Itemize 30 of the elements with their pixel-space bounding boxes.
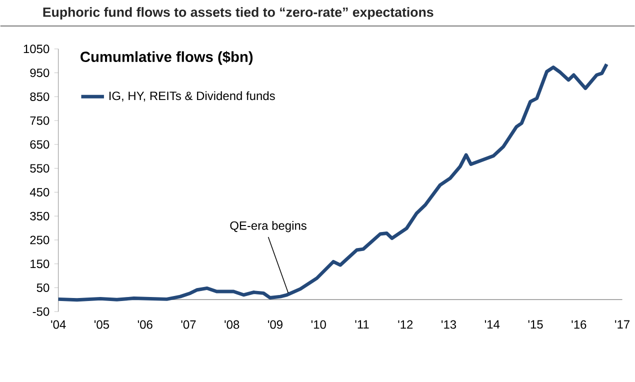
y-tick-label: 1050 bbox=[24, 44, 50, 54]
chart-subtitle: Cumumlative flows ($bn) bbox=[80, 51, 253, 66]
x-tick-label: '05 bbox=[94, 320, 110, 330]
y-tick-label: 350 bbox=[30, 212, 50, 221]
y-tick-label: -50 bbox=[32, 308, 50, 316]
x-tick-label: '13 bbox=[442, 320, 456, 330]
x-tick-label: '11 bbox=[355, 320, 369, 329]
x-tick-label: '04 bbox=[51, 320, 66, 330]
x-tick-label: '06 bbox=[138, 320, 152, 330]
legend-label: IG, HY, REITs & Dividend funds bbox=[109, 92, 275, 102]
y-tick-label: 150 bbox=[30, 260, 50, 268]
y-tick-label: 450 bbox=[30, 188, 50, 197]
x-tick-label: '10 bbox=[311, 320, 326, 330]
y-tick-label: 250 bbox=[30, 236, 50, 244]
x-tick-label: '08 bbox=[224, 320, 240, 330]
y-tick-label: 750 bbox=[30, 116, 50, 126]
x-tick-label: '12 bbox=[398, 320, 413, 329]
y-tick-label: 550 bbox=[30, 164, 50, 173]
x-tick-label: '07 bbox=[181, 320, 196, 330]
y-tick-label: 850 bbox=[30, 92, 50, 102]
x-tick-label: '14 bbox=[484, 320, 500, 329]
x-tick-label: '15 bbox=[528, 320, 543, 329]
chart-title: Euphoric fund flows to assets tied to “zero-rate” expectations bbox=[43, 7, 434, 20]
annotation: QE-era begins bbox=[230, 221, 306, 232]
y-tick-label: 50 bbox=[36, 284, 50, 292]
x-tick-label: '09 bbox=[268, 320, 282, 330]
y-tick-label: 650 bbox=[30, 140, 50, 149]
y-tick-label: 950 bbox=[30, 68, 50, 78]
x-tick-label: '16 bbox=[572, 320, 586, 330]
x-tick-label: '17 bbox=[615, 320, 630, 329]
